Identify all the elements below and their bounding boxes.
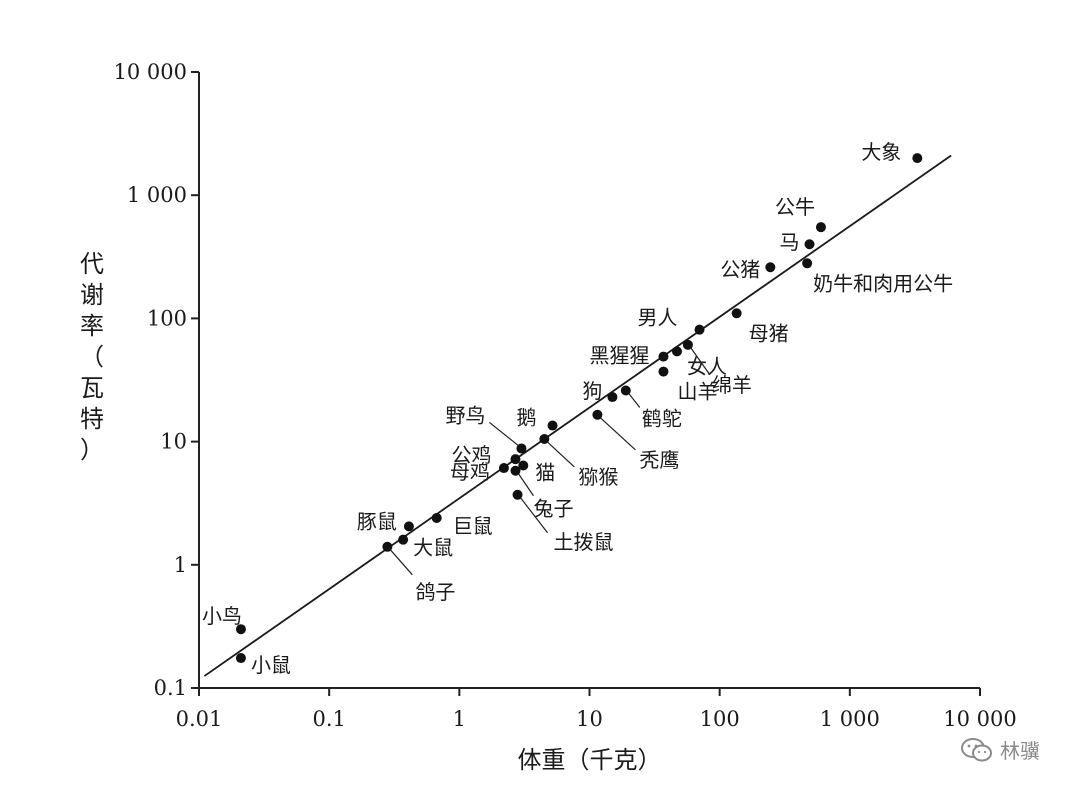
label-leader-line xyxy=(517,473,534,497)
data-point xyxy=(498,463,509,474)
y-tick-label: 100 xyxy=(147,306,187,330)
y-tick-label: 10 000 xyxy=(114,60,187,84)
y-tick-label: 1 xyxy=(174,553,187,577)
data-point xyxy=(802,258,813,269)
point-label: 狗 xyxy=(582,379,602,403)
point-label: 小鸟 xyxy=(202,604,242,628)
point-label: 绵羊 xyxy=(712,373,752,397)
y-axis-title: 代谢率 （ 瓦特 ） xyxy=(80,250,104,464)
point-label: 鹅 xyxy=(517,406,537,430)
y-axis-title-char: 率 xyxy=(80,312,104,340)
data-point xyxy=(912,153,923,164)
point-label: 小鼠 xyxy=(251,653,291,677)
x-tick-label: 10 000 xyxy=(943,707,1016,731)
data-point xyxy=(765,262,776,273)
data-point xyxy=(235,653,246,664)
point-label: 公鸡 xyxy=(451,443,491,467)
point-label: 鸽子 xyxy=(415,580,455,604)
label-leader-line xyxy=(628,393,641,408)
data-point xyxy=(235,624,246,635)
point-label: 马 xyxy=(780,230,800,254)
x-tick-label: 0.01 xyxy=(176,707,223,731)
watermark-text: 林骥 xyxy=(1000,739,1040,763)
x-tick-label: 0.1 xyxy=(312,707,345,731)
y-axis-title-char: ） xyxy=(80,436,104,464)
point-label: 母猪 xyxy=(749,321,789,345)
y-axis-title-char: 谢 xyxy=(80,281,104,309)
x-tick-label: 1 xyxy=(453,707,466,731)
point-label: 猕猴 xyxy=(578,465,618,489)
label-leader-line xyxy=(546,441,575,468)
data-point xyxy=(815,222,826,233)
data-point xyxy=(382,541,393,552)
label-leader-line xyxy=(489,421,520,447)
data-point xyxy=(403,521,414,532)
x-tick-label: 10 xyxy=(576,707,603,731)
point-label: 女人 xyxy=(687,354,727,378)
data-point xyxy=(539,433,550,444)
regression-line-segment xyxy=(203,154,952,677)
data-point xyxy=(592,409,603,420)
y-axis-title-char: 代 xyxy=(80,250,104,278)
y-tick-label: 10 xyxy=(160,430,187,454)
data-point xyxy=(731,308,742,319)
data-point xyxy=(431,512,442,523)
x-tick-label: 100 xyxy=(700,707,740,731)
data-point xyxy=(607,392,618,403)
point-label: 鹤鸵 xyxy=(642,406,682,430)
data-point xyxy=(804,239,815,250)
point-label: 母鸡 xyxy=(450,460,490,484)
data-point xyxy=(510,465,521,476)
label-leader-line xyxy=(690,347,711,376)
data-point xyxy=(658,366,669,377)
x-axis-title: 体重（千克） xyxy=(518,746,662,774)
point-label: 公猪 xyxy=(720,257,760,281)
data-point xyxy=(658,351,669,362)
point-label: 巨鼠 xyxy=(453,514,493,538)
point-label: 大鼠 xyxy=(413,536,453,560)
point-label: 野鸟 xyxy=(445,403,485,427)
point-label: 山羊 xyxy=(677,380,717,404)
data-point xyxy=(682,339,693,350)
point-label: 男人 xyxy=(638,306,678,330)
wechat-icon xyxy=(961,737,992,761)
point-label: 黑猩猩 xyxy=(589,344,649,368)
point-label: 公牛 xyxy=(775,195,815,219)
data-points xyxy=(235,153,923,664)
point-label: 土拨鼠 xyxy=(554,530,614,554)
axes: 0.01 0.1 1 10 100 1 000 10 000 0.1 1 10 100 1 000 10… xyxy=(80,60,1017,774)
label-leader-line xyxy=(520,497,549,534)
data-point xyxy=(518,460,529,471)
regression-line xyxy=(203,154,952,677)
point-label: 豚鼠 xyxy=(357,509,397,533)
point-label: 兔子 xyxy=(533,497,573,521)
label-leader-line xyxy=(599,417,636,451)
y-tick-label: 1 000 xyxy=(127,183,187,207)
y-axis-title-char: 特 xyxy=(80,405,104,433)
data-point xyxy=(694,324,705,335)
y-axis-title-char: 瓦 xyxy=(80,374,104,402)
data-point xyxy=(671,346,682,357)
y-axis-title-char: （ xyxy=(80,343,104,371)
point-label: 奶牛和肉用公牛 xyxy=(813,271,953,295)
point-label: 大象 xyxy=(861,140,901,164)
y-tick-label: 0.1 xyxy=(154,676,187,700)
data-point xyxy=(398,534,409,545)
x-tick-label: 1 000 xyxy=(820,707,880,731)
label-leader-line xyxy=(389,549,413,576)
data-point xyxy=(547,420,558,431)
data-point xyxy=(512,489,523,500)
point-label: 秃鹰 xyxy=(639,448,679,472)
data-point xyxy=(510,454,521,465)
point-label: 猫 xyxy=(535,460,555,484)
watermark: 林骥 xyxy=(960,735,1040,764)
data-point xyxy=(620,385,631,396)
